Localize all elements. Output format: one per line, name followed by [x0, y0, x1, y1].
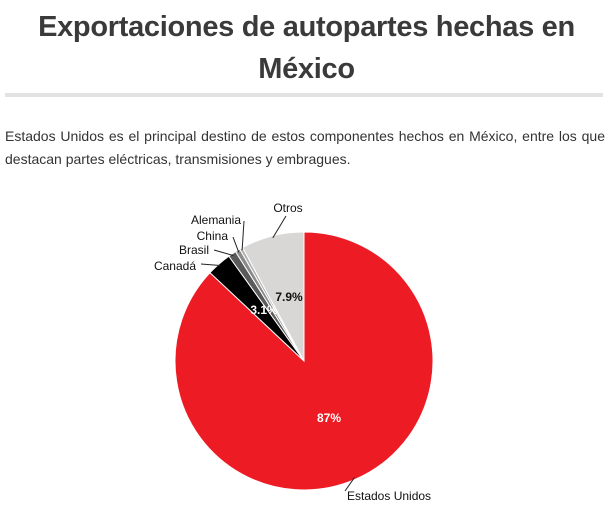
category-label-estados-unidos: Estados Unidos: [347, 489, 431, 503]
data-label-otros: 7.9%: [275, 290, 303, 304]
leader-line-otros: [272, 215, 287, 239]
leader-line-china: [232, 236, 240, 253]
leader-line-alemania: [241, 220, 245, 251]
data-label-canada: 3.1%: [250, 303, 278, 317]
category-label-brasil: Brasil: [179, 243, 209, 257]
chart-subtitle: Estados Unidos es el principal destino d…: [5, 128, 605, 167]
category-label-canada: Canadá: [154, 259, 196, 273]
category-label-otros: Otros: [273, 201, 302, 215]
leader-line-estados-unidos: [344, 477, 355, 492]
title-divider: [5, 93, 603, 97]
leader-line-canada: [200, 263, 221, 266]
category-label-alemania: Alemania: [191, 213, 241, 227]
data-label-estados-unidos: 87%: [317, 411, 341, 425]
category-label-china: China: [197, 229, 229, 243]
leader-line-brasil: [213, 249, 234, 256]
chart-title: Exportaciones de autopartes hechas en Mé…: [38, 11, 575, 85]
